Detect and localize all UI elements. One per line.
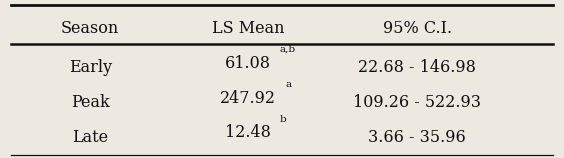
Text: 95% C.I.: 95% C.I. [383,20,452,37]
Text: Late: Late [72,129,108,146]
Text: 12.48: 12.48 [225,125,271,141]
Text: 247.92: 247.92 [220,90,276,107]
Text: Peak: Peak [71,94,109,111]
Text: Season: Season [61,20,120,37]
Text: LS Mean: LS Mean [212,20,284,37]
Text: 61.08: 61.08 [225,55,271,72]
Text: 22.68 - 146.98: 22.68 - 146.98 [359,59,476,76]
Text: b: b [279,115,286,124]
Text: a: a [286,80,292,89]
Text: a,b: a,b [280,45,296,54]
Text: 109.26 - 522.93: 109.26 - 522.93 [354,94,481,111]
Text: 3.66 - 35.96: 3.66 - 35.96 [368,129,466,146]
Text: Early: Early [69,59,112,76]
